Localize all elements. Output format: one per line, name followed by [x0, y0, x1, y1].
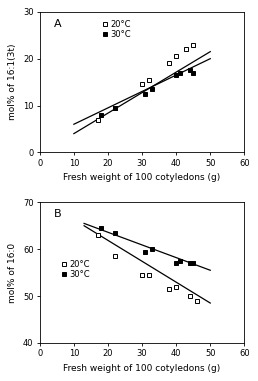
Text: B: B	[54, 210, 62, 219]
30°C	[175, 73, 178, 77]
Line: 30°C: 30°C	[99, 226, 196, 266]
30°C	[192, 70, 195, 75]
20°C	[188, 294, 191, 298]
Text: A: A	[54, 19, 62, 29]
Legend: 20°C, 30°C: 20°C, 30°C	[101, 19, 132, 40]
Line: 20°C: 20°C	[95, 233, 199, 303]
Legend: 20°C, 30°C: 20°C, 30°C	[60, 259, 91, 280]
20°C	[175, 284, 178, 289]
X-axis label: Fresh weight of 100 cotyledons (g): Fresh weight of 100 cotyledons (g)	[63, 364, 221, 373]
30°C	[175, 261, 178, 266]
30°C	[151, 247, 154, 251]
20°C	[147, 273, 150, 277]
Y-axis label: mol% of 16:1(3t): mol% of 16:1(3t)	[8, 44, 17, 120]
30°C	[113, 106, 116, 110]
20°C	[141, 82, 144, 87]
20°C	[147, 77, 150, 82]
20°C	[168, 287, 171, 291]
Line: 30°C: 30°C	[99, 68, 196, 117]
30°C	[151, 87, 154, 91]
30°C	[144, 91, 147, 96]
20°C	[168, 61, 171, 66]
30°C	[178, 70, 181, 75]
30°C	[100, 113, 103, 117]
20°C	[113, 106, 116, 110]
30°C	[188, 261, 191, 266]
20°C	[195, 298, 198, 303]
30°C	[100, 226, 103, 231]
20°C	[175, 54, 178, 59]
30°C	[113, 231, 116, 235]
20°C	[141, 273, 144, 277]
Line: 20°C: 20°C	[95, 42, 196, 122]
20°C	[96, 117, 99, 122]
20°C	[113, 254, 116, 258]
20°C	[185, 47, 188, 51]
30°C	[144, 249, 147, 254]
20°C	[192, 42, 195, 47]
Y-axis label: mol% of 16:0: mol% of 16:0	[8, 243, 17, 303]
20°C	[96, 233, 99, 237]
30°C	[192, 261, 195, 266]
30°C	[178, 259, 181, 263]
X-axis label: Fresh weight of 100 cotyledons (g): Fresh weight of 100 cotyledons (g)	[63, 173, 221, 182]
30°C	[188, 68, 191, 73]
